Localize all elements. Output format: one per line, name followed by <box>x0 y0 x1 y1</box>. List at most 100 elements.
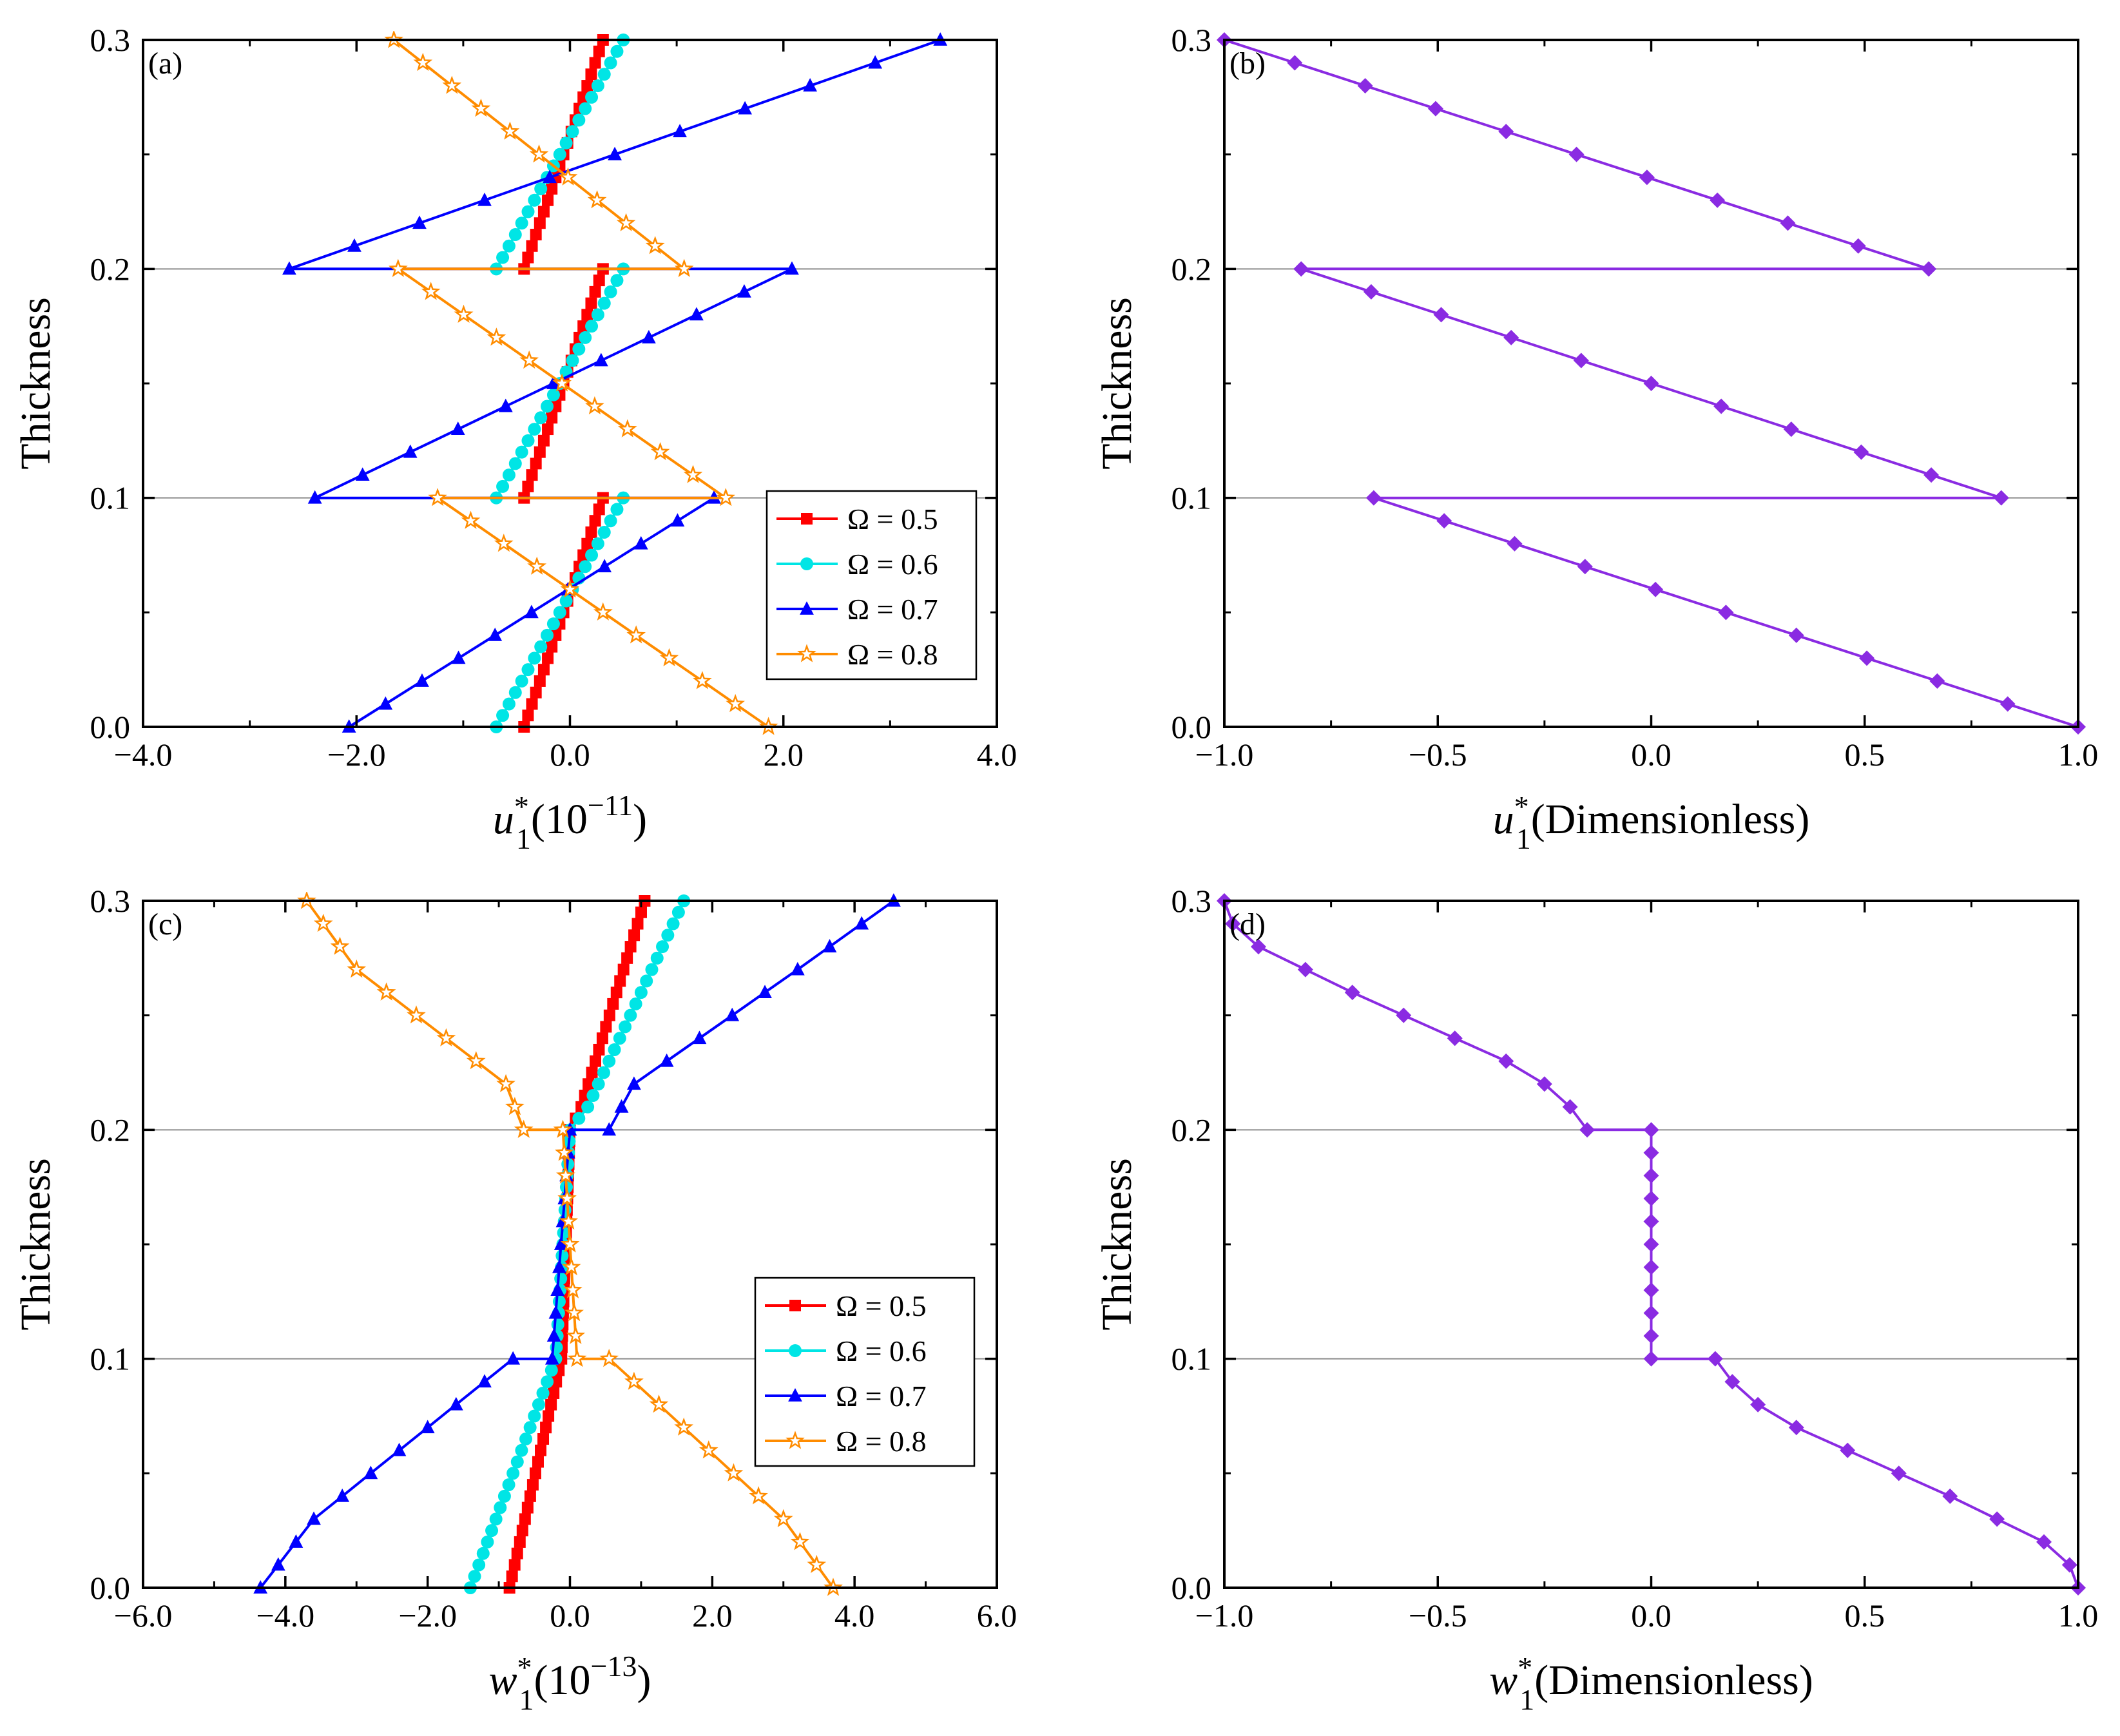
data-point <box>1643 1351 1659 1367</box>
data-point <box>468 1570 481 1583</box>
data-point <box>581 80 593 92</box>
x-axis-title: u* 1(Dimensionless) <box>1493 790 1810 855</box>
legend-marker <box>789 1344 802 1357</box>
y-tick-label: 0.0 <box>90 1570 131 1606</box>
data-point <box>1293 261 1309 277</box>
x-tick-label: 0.0 <box>550 1597 590 1634</box>
data-point <box>529 1467 541 1480</box>
data-point <box>656 940 670 954</box>
data-point <box>1989 1511 2005 1527</box>
data-point <box>624 1371 644 1390</box>
plot-area <box>1217 32 2086 735</box>
data-point <box>548 1305 563 1319</box>
data-point <box>1498 124 1514 140</box>
data-point <box>403 444 418 458</box>
data-point <box>563 1280 583 1298</box>
data-point <box>593 503 605 516</box>
data-point <box>515 1443 528 1457</box>
data-point <box>617 419 637 438</box>
data-point <box>546 388 560 401</box>
data-point <box>629 997 642 1010</box>
data-point <box>592 1077 605 1091</box>
data-point <box>541 1375 554 1389</box>
x-tick-label: −2.0 <box>327 737 386 773</box>
data-point <box>494 534 514 552</box>
y-tick-label: 0.0 <box>1171 709 1212 745</box>
data-point <box>546 376 561 389</box>
data-point <box>585 68 597 81</box>
data-point <box>532 1398 545 1411</box>
data-point <box>566 354 579 367</box>
data-point <box>661 929 675 942</box>
legend: Ω = 0.5 Ω = 0.6 Ω = 0.7 Ω = 0.8 <box>766 490 978 680</box>
x-tick-label: −4.0 <box>256 1597 314 1634</box>
data-point <box>1921 261 1937 277</box>
series-0 <box>503 895 651 1594</box>
x-tick-label: 0.0 <box>550 737 590 773</box>
data-point <box>604 514 617 528</box>
data-point <box>1859 650 1875 666</box>
data-point <box>1357 78 1373 94</box>
data-point <box>407 1005 426 1024</box>
data-point <box>494 1501 507 1514</box>
y-tick-label: 0.3 <box>1171 883 1212 919</box>
data-point <box>542 652 554 664</box>
data-point <box>785 261 799 275</box>
data-point <box>738 101 753 115</box>
data-point <box>671 905 685 919</box>
data-point <box>597 68 611 81</box>
data-point <box>583 1078 595 1090</box>
data-point <box>603 1009 615 1021</box>
data-point <box>516 1525 528 1537</box>
data-point <box>514 1119 534 1138</box>
data-point <box>1579 1122 1595 1138</box>
data-point <box>528 1409 541 1423</box>
data-point <box>508 457 522 470</box>
x-tick-label: −1.0 <box>1195 737 1254 773</box>
data-point <box>689 307 704 321</box>
x-tick-label: 2.0 <box>764 737 804 773</box>
data-point <box>554 1237 568 1250</box>
data-point <box>1853 444 1869 460</box>
data-point <box>488 627 503 641</box>
data-point <box>1718 604 1734 621</box>
data-point <box>536 1386 550 1400</box>
series-0 <box>1217 893 2086 1596</box>
x-axis-title: u* 1(10−11) <box>493 789 647 855</box>
data-point <box>803 78 818 92</box>
data-point <box>807 1554 827 1574</box>
data-point <box>572 113 586 127</box>
data-point <box>534 446 546 458</box>
legend-label: Ω = 0.6 <box>836 1335 927 1367</box>
data-point <box>1447 1030 1463 1046</box>
legend-marker <box>797 644 816 662</box>
data-point <box>591 308 604 322</box>
data-point <box>556 1165 575 1184</box>
data-point <box>528 423 541 436</box>
data-point <box>567 1349 587 1367</box>
data-point <box>590 1055 602 1067</box>
data-point <box>1643 1328 1659 1344</box>
series-2 <box>282 32 948 733</box>
data-point <box>421 282 441 300</box>
data-point <box>498 398 513 412</box>
data-point <box>619 1020 632 1034</box>
data-point <box>649 1394 669 1413</box>
data-point <box>448 1396 463 1411</box>
panel-label: (d) <box>1229 907 1266 941</box>
data-point <box>593 1043 605 1056</box>
data-point <box>1643 1282 1659 1298</box>
x-tick-label: −2.0 <box>398 1597 457 1634</box>
data-point <box>481 1535 494 1548</box>
y-tick-label: 0.2 <box>90 251 131 287</box>
data-point <box>476 1547 490 1560</box>
data-point <box>552 373 572 392</box>
data-point <box>502 1478 516 1492</box>
data-point <box>586 1089 600 1103</box>
data-point <box>555 1249 569 1262</box>
data-point <box>540 1422 552 1434</box>
data-point <box>559 1211 579 1230</box>
data-point <box>1568 146 1585 162</box>
data-point <box>683 465 703 483</box>
x-tick-label: −1.0 <box>1195 1597 1254 1634</box>
